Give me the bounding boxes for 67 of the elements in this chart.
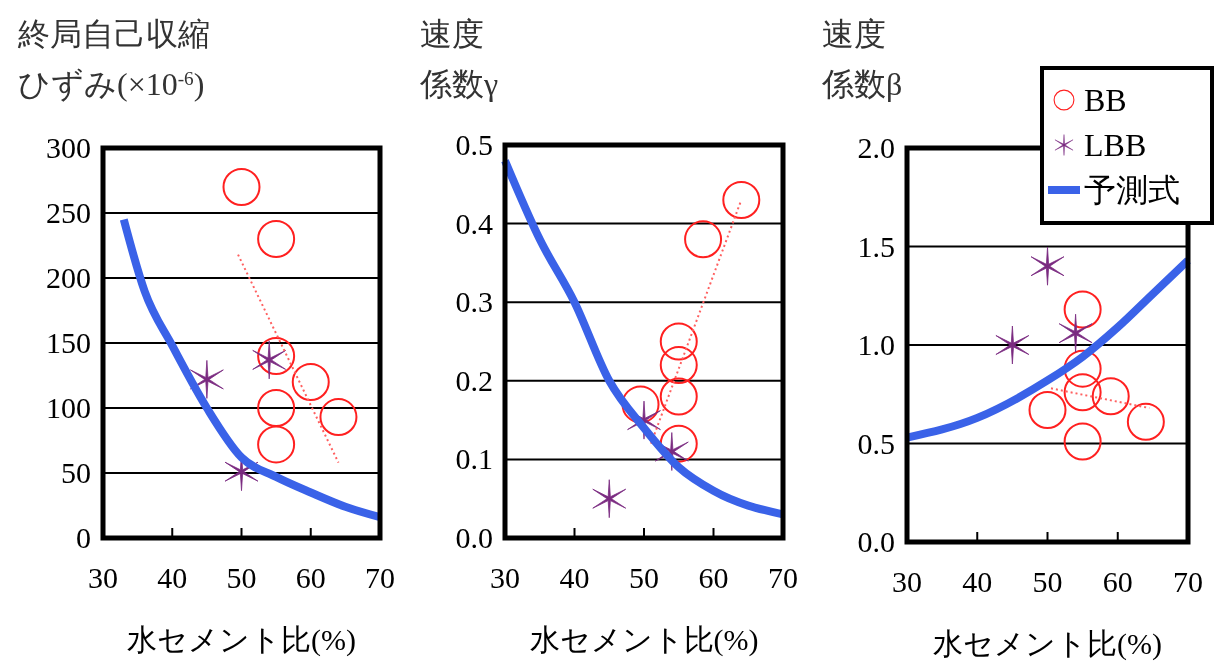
y-tick-label: 0.3	[455, 285, 493, 319]
point	[252, 340, 287, 380]
y-tick-label: 1.5	[857, 229, 895, 263]
y-tick-label: 200	[46, 261, 91, 294]
point	[659, 346, 698, 385]
y-tick-label: 0	[76, 521, 91, 554]
y-axis-title: 終局自己収縮ひずみ(×10$^{-6}$)	[17, 16, 210, 102]
y-tick-label: 0.5	[455, 128, 493, 161]
point	[1091, 377, 1130, 416]
y-tick-label: 0.4	[455, 206, 493, 240]
point	[592, 479, 627, 519]
point	[1063, 290, 1102, 329]
y-tick-label: 0.1	[455, 442, 493, 476]
point	[319, 398, 358, 437]
x-tick-label: 50	[1032, 565, 1063, 598]
point	[257, 389, 296, 427]
point	[1028, 391, 1067, 430]
point	[722, 181, 761, 220]
x-tick-label: 30	[490, 561, 520, 594]
y-tick-label: 100	[46, 391, 91, 424]
x-tick-label: 40	[559, 561, 590, 594]
point	[257, 425, 296, 464]
point	[190, 360, 224, 399]
x-tick-label: 70	[1173, 565, 1203, 598]
point	[222, 168, 261, 206]
legend-label: 予測式	[1084, 172, 1180, 208]
point	[1063, 373, 1102, 412]
legend-label: LBB	[1084, 127, 1147, 163]
point	[291, 363, 330, 401]
y-axis-title: 速度係数β	[821, 16, 903, 102]
x-tick-label: 50	[629, 561, 659, 594]
x-tick-label: 60	[295, 561, 326, 594]
y-tick-label: 0.0	[455, 521, 493, 554]
x-tick-label: 40	[157, 561, 188, 594]
point	[1058, 313, 1093, 353]
x-tick-label: 30	[88, 561, 118, 594]
point	[1063, 422, 1102, 461]
x-axis-title: 水セメント比(%)	[933, 627, 1162, 661]
x-axis-title: 水セメント比(%)	[529, 623, 759, 657]
x-tick-label: 70	[365, 561, 395, 594]
y-tick-label: 0.2	[455, 363, 493, 397]
x-tick-label: 70	[768, 561, 798, 594]
point	[1063, 349, 1102, 388]
x-tick-label: 60	[1102, 565, 1133, 598]
y-tick-label: 0.0	[857, 525, 895, 558]
point	[257, 337, 296, 375]
point	[659, 377, 698, 416]
x-tick-label: 60	[698, 561, 729, 594]
point	[1030, 246, 1065, 286]
y-tick-label: 150	[46, 326, 91, 359]
x-axis-title: 水セメント比(%)	[127, 623, 356, 657]
point	[1126, 402, 1165, 441]
y-tick-label: 2.0	[857, 131, 895, 164]
y-tick-label: 250	[46, 196, 91, 229]
x-tick-label: 50	[226, 561, 257, 594]
y-tick-label: 300	[46, 131, 91, 164]
point	[257, 220, 296, 258]
y-tick-label: 0.5	[857, 426, 895, 460]
point	[995, 325, 1030, 365]
legend-label: BB	[1084, 82, 1127, 118]
y-axis-title: 速度係数γ	[419, 16, 499, 102]
x-tick-label: 30	[892, 565, 922, 598]
point	[684, 220, 723, 259]
x-tick-label: 40	[962, 565, 993, 598]
y-tick-label: 1.0	[857, 328, 895, 361]
y-tick-label: 50	[61, 456, 91, 489]
point	[659, 322, 698, 361]
